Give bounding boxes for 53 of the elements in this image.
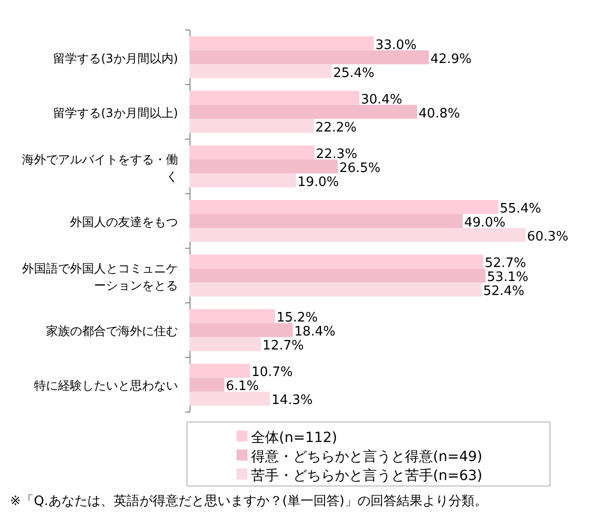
- data-label: 12.7%: [262, 338, 304, 354]
- data-label: 25.4%: [333, 66, 374, 81]
- data-label: 49.0%: [464, 216, 506, 230]
- data-label: 15.2%: [276, 310, 318, 326]
- data-label: 30.4%: [360, 92, 402, 108]
- data-label: 60.3%: [527, 230, 568, 244]
- bar: [190, 173, 296, 188]
- y-tick-label: 特に経験したいと思わない: [34, 378, 178, 393]
- data-label: 10.7%: [251, 365, 293, 380]
- data-label: 52.7%: [484, 256, 526, 272]
- data-label: 22.3%: [316, 146, 358, 162]
- legend-label: 苦手・どちらかと言うと苦手(n=63): [251, 468, 482, 484]
- y-tick-label: 外国人の友達をもつ: [70, 215, 178, 229]
- bar: [190, 364, 250, 378]
- y-tick-label: 外国語で外国人とコミュニケーションをとる: [22, 262, 178, 293]
- y-tick-label: 海外でアルバイトをする・働く: [22, 152, 178, 184]
- legend-label: 得意・どちらかと言うと得意(n=49): [251, 449, 482, 465]
- data-label: 14.3%: [271, 393, 313, 408]
- data-label: 6.1%: [226, 379, 259, 394]
- bar: [190, 268, 486, 283]
- y-tick-label: 家族の都合で海外に住む: [46, 324, 178, 338]
- bar: [190, 50, 429, 64]
- data-label: 40.8%: [418, 106, 460, 122]
- data-label: 52.4%: [483, 284, 524, 300]
- bar: [190, 104, 418, 119]
- bar: [190, 36, 374, 50]
- data-label: 53.1%: [487, 270, 528, 286]
- bar: [190, 309, 275, 324]
- y-tick-label: 留学する(3か月間以上): [53, 106, 178, 120]
- data-label: 55.4%: [500, 202, 542, 216]
- bar: [190, 228, 526, 242]
- bar: [190, 378, 224, 392]
- bar: [190, 214, 463, 228]
- bar: [190, 159, 338, 174]
- bar: [190, 118, 314, 133]
- bar: [190, 145, 314, 160]
- bar: [190, 200, 498, 214]
- bar: [190, 90, 360, 105]
- bar: [190, 337, 262, 352]
- data-label: 22.2%: [315, 120, 357, 136]
- data-label: 42.9%: [430, 52, 472, 67]
- bar: [190, 323, 293, 338]
- legend-label: 全体(n=112): [251, 430, 338, 446]
- text: ※「Q.あなたは、英語が得意だと思いますか？(単一回答)」の回答結果より分類。: [10, 494, 488, 509]
- data-label: 33.0%: [375, 38, 417, 53]
- bar: [190, 254, 484, 269]
- bar: [190, 392, 270, 406]
- y-tick-label: 留学する(3か月間以内): [53, 51, 178, 66]
- bar: [190, 64, 332, 78]
- data-label: 26.5%: [339, 160, 381, 176]
- bar: [190, 282, 482, 297]
- data-label: 18.4%: [294, 324, 336, 340]
- data-label: 19.0%: [298, 174, 339, 190]
